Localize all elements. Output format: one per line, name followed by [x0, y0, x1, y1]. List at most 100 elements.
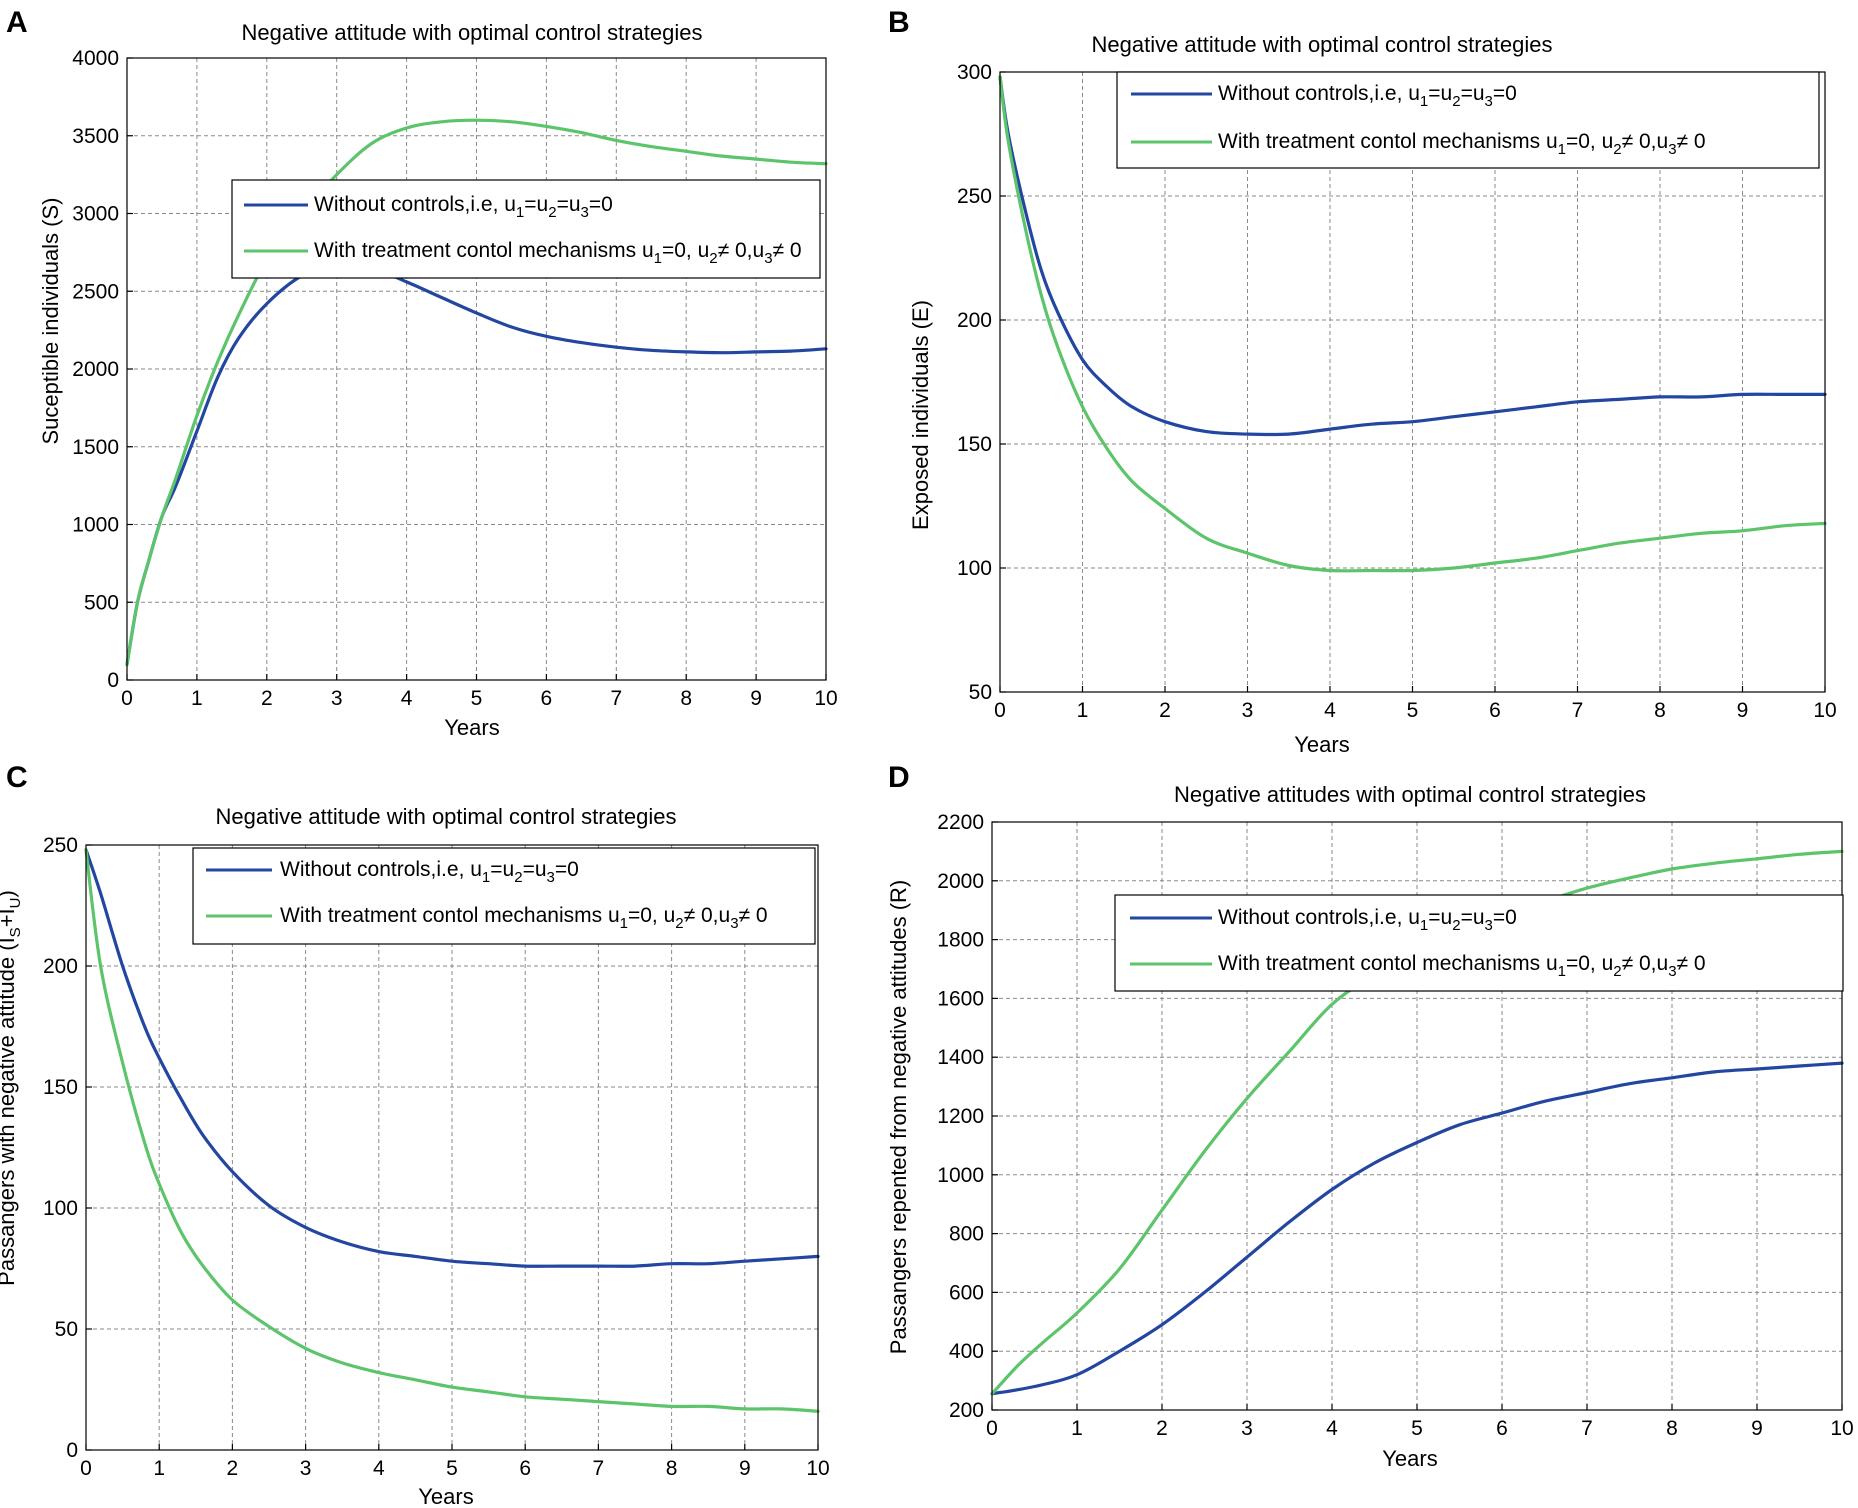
- panel-b-legend-box: [1116, 71, 1820, 169]
- panel-d-xtick-label: 10: [1830, 1417, 1853, 1440]
- panel-b-series-treatment-line: [998, 75, 1827, 573]
- panel-c-series-treatment-line: [84, 848, 820, 1413]
- panel-b-xtick-label: 7: [1572, 699, 1584, 722]
- panel-b-ytick-label: 250: [957, 185, 992, 208]
- panel-b-legend-text-no-control: Without controls,i.e, u1=u2=u3=0: [1218, 82, 1517, 110]
- panel-d-ytick-label: 2200: [937, 811, 984, 834]
- panel-a-xtick-label: 2: [261, 687, 273, 710]
- panel-d-legend: Without controls,i.e, u1=u2=u3=0 With tr…: [1114, 894, 1844, 992]
- panel-d-xtick-label: 3: [1241, 1417, 1253, 1440]
- panel-d-xtick-label: 9: [1751, 1417, 1763, 1440]
- panel-b-legend-text-treatment: With treatment contol mechanisms u1=0, u…: [1218, 130, 1706, 158]
- panel-c-series-no-control-line: [84, 848, 820, 1268]
- panel-a-ytick-label: 2000: [72, 358, 119, 381]
- panel-d-legend-box: [1114, 894, 1844, 992]
- panel-c-ytick-label: 200: [43, 955, 78, 978]
- panel-d-xtick-label: 6: [1496, 1417, 1508, 1440]
- panel-a-xtick-label: 5: [471, 687, 483, 710]
- panel-c-title: Negative attitude with optimal control s…: [215, 804, 676, 829]
- panel-c: C Negative attitude with optimal control…: [0, 761, 830, 1508]
- panel-b-xtick-label: 2: [1159, 699, 1171, 722]
- panel-d-ytick-label: 200: [949, 1399, 984, 1422]
- panel-d-legend-text-no-control: Without controls,i.e, u1=u2=u3=0: [1218, 906, 1517, 934]
- panel-a-ytick-label: 3500: [72, 125, 119, 148]
- panel-b-xlabel: Years: [1294, 732, 1349, 757]
- panel-c-xtick-label: 2: [227, 1457, 239, 1480]
- panel-c-xlabel: Years: [418, 1484, 473, 1508]
- panel-c-xtick-label: 9: [739, 1457, 751, 1480]
- panel-d-xtick-label: 1: [1071, 1417, 1083, 1440]
- panel-a-ytick-label: 3000: [72, 203, 119, 226]
- panel-c-legend-text-no-control: Without controls,i.e, u1=u2=u3=0: [280, 858, 579, 886]
- panel-a-title: Negative attitude with optimal control s…: [241, 20, 702, 45]
- panel-b-ytick-label: 100: [957, 557, 992, 580]
- panel-c-ytick-label: 0: [66, 1439, 78, 1462]
- panel-c-legend: Without controls,i.e, u1=u2=u3=0 With tr…: [192, 847, 816, 945]
- panel-d-xlabel: Years: [1382, 1446, 1437, 1471]
- panel-b-xtick-label: 5: [1407, 699, 1419, 722]
- panel-d-title: Negative attitudes with optimal control …: [1174, 782, 1646, 807]
- panel-b-xtick-label: 9: [1737, 699, 1749, 722]
- panel-b-xtick-label: 6: [1489, 699, 1501, 722]
- panel-a-legend-text-treatment: With treatment contol mechanisms u1=0, u…: [314, 239, 802, 267]
- panel-a-xtick-label: 10: [814, 687, 837, 710]
- panel-d-xtick-label: 2: [1156, 1417, 1168, 1440]
- panel-b-ytick-label: 150: [957, 433, 992, 456]
- panel-b-legend: Without controls,i.e, u1=u2=u3=0 With tr…: [1116, 71, 1820, 169]
- panel-c-ytick-label: 150: [43, 1076, 78, 1099]
- panel-c-ylabel: Passangers with negative attitude (IS+IU…: [0, 890, 24, 1286]
- panel-a-xlabel: Years: [444, 715, 499, 740]
- panel-a-ytick-label: 500: [84, 591, 119, 614]
- panel-b-xtick-label: 8: [1654, 699, 1666, 722]
- panel-d-ytick-label: 1400: [937, 1046, 984, 1069]
- panel-b-letter: B: [888, 6, 910, 39]
- panel-d-ytick-label: 400: [949, 1340, 984, 1363]
- panel-a-xtick-label: 4: [401, 687, 413, 710]
- panel-b-ylabel: Exposed individuals (E): [908, 300, 933, 530]
- panel-b: B Negative attitude with optimal control…: [888, 6, 1837, 757]
- panel-a-xtick-label: 6: [541, 687, 553, 710]
- panel-d-xtick-label: 7: [1581, 1417, 1593, 1440]
- panel-a-series-treatment-line: [125, 118, 828, 667]
- panel-a-xtick-label: 1: [191, 687, 203, 710]
- panel-a-xtick-label: 7: [610, 687, 622, 710]
- panel-d-ytick-label: 1200: [937, 1105, 984, 1128]
- panel-c-xtick-label: 1: [153, 1457, 165, 1480]
- panel-b-xtick-label: 4: [1324, 699, 1336, 722]
- panel-c-ytick-label: 100: [43, 1197, 78, 1220]
- panel-d-letter: D: [888, 761, 910, 794]
- panel-a-ytick-label: 0: [107, 669, 119, 692]
- panel-d-ytick-label: 2000: [937, 870, 984, 893]
- panel-c-xtick-label: 3: [300, 1457, 312, 1480]
- panel-c-xtick-label: 8: [666, 1457, 678, 1480]
- panel-c-ytick-label: 250: [43, 834, 78, 857]
- panel-a-xtick-label: 8: [680, 687, 692, 710]
- panel-b-ytick-label: 200: [957, 309, 992, 332]
- panel-d-xtick-label: 0: [986, 1417, 998, 1440]
- panel-c-xtick-label: 5: [446, 1457, 458, 1480]
- panel-a-ytick-label: 2500: [72, 280, 119, 303]
- panel-b-xtick-label: 1: [1077, 699, 1089, 722]
- panel-a-series-no-control-line: [125, 261, 828, 667]
- panel-c-xtick-label: 0: [80, 1457, 92, 1480]
- panel-c-xtick-label: 6: [519, 1457, 531, 1480]
- panel-a-letter: A: [6, 6, 28, 39]
- panel-b-xtick-label: 0: [994, 699, 1006, 722]
- panel-d-xtick-label: 5: [1411, 1417, 1423, 1440]
- panel-c-legend-box: [192, 847, 816, 945]
- panel-d-xtick-label: 4: [1326, 1417, 1338, 1440]
- panel-c-xtick-label: 7: [593, 1457, 605, 1480]
- panel-d-xtick-label: 8: [1666, 1417, 1678, 1440]
- panel-b-xtick-label: 3: [1242, 699, 1254, 722]
- panel-a-ytick-label: 1500: [72, 436, 119, 459]
- panel-b-ytick-label: 50: [969, 681, 992, 704]
- panel-c-xtick-label: 10: [806, 1457, 829, 1480]
- panel-b-series-no-control-line: [998, 75, 1827, 437]
- panel-d-ytick-label: 800: [949, 1223, 984, 1246]
- panel-c-xtick-label: 4: [373, 1457, 385, 1480]
- panel-d-ytick-label: 1600: [937, 987, 984, 1010]
- panel-a-ytick-label: 1000: [72, 514, 119, 537]
- panel-d-ytick-label: 600: [949, 1281, 984, 1304]
- panel-a-xtick-label: 9: [750, 687, 762, 710]
